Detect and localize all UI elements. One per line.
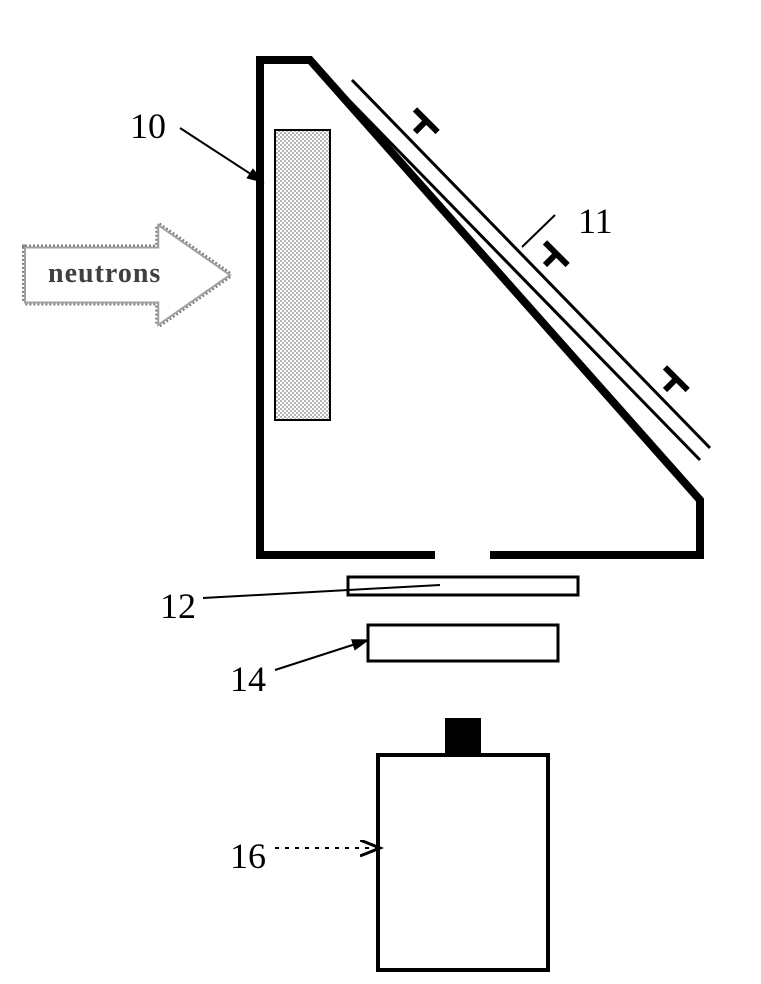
diagonal-plate-line-1 [352, 80, 710, 448]
leader-10 [180, 128, 263, 182]
label-16: 16 [230, 835, 266, 877]
plate-12 [348, 577, 578, 595]
neutrons-arrow-label: neutrons [48, 258, 161, 290]
label-10: 10 [130, 105, 166, 147]
label-12: 12 [160, 585, 196, 627]
pmt-stem [445, 718, 481, 758]
pmt-body [378, 755, 548, 970]
diagonal-plate-line-0 [342, 93, 700, 460]
leader-14 [275, 640, 368, 670]
diagram-svg [0, 0, 761, 984]
scintillator-panel [275, 130, 330, 420]
plate-14 [368, 625, 558, 661]
leader-11 [522, 215, 555, 247]
label-14: 14 [230, 658, 266, 700]
label-11: 11 [578, 200, 613, 242]
